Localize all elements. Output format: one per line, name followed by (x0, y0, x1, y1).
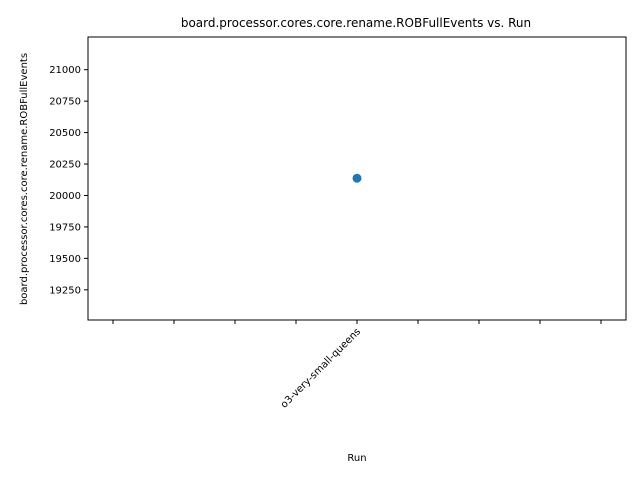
x-axis: o3-very-small-queens (112, 320, 602, 411)
y-tick-label: 21000 (49, 65, 81, 76)
data-points (352, 173, 362, 183)
x-tick-label: o3-very-small-queens (279, 326, 363, 410)
data-point (352, 173, 362, 183)
y-axis-label: board.processor.cores.core.rename.ROBFul… (19, 53, 30, 305)
x-axis-label: Run (347, 453, 366, 464)
y-tick-label: 19250 (49, 285, 81, 296)
y-tick-label: 19750 (49, 222, 81, 233)
y-tick-label: 20750 (49, 97, 81, 108)
y-tick-label: 20250 (49, 160, 81, 171)
chart-title: board.processor.cores.core.rename.ROBFul… (181, 16, 531, 30)
y-axis: 19250 19500 19750 20000 20250 20500 20750 21000 (49, 65, 88, 296)
y-tick-label: 20000 (49, 191, 81, 202)
y-tick-label: 20500 (49, 128, 81, 139)
y-tick-label: 19500 (49, 254, 81, 265)
